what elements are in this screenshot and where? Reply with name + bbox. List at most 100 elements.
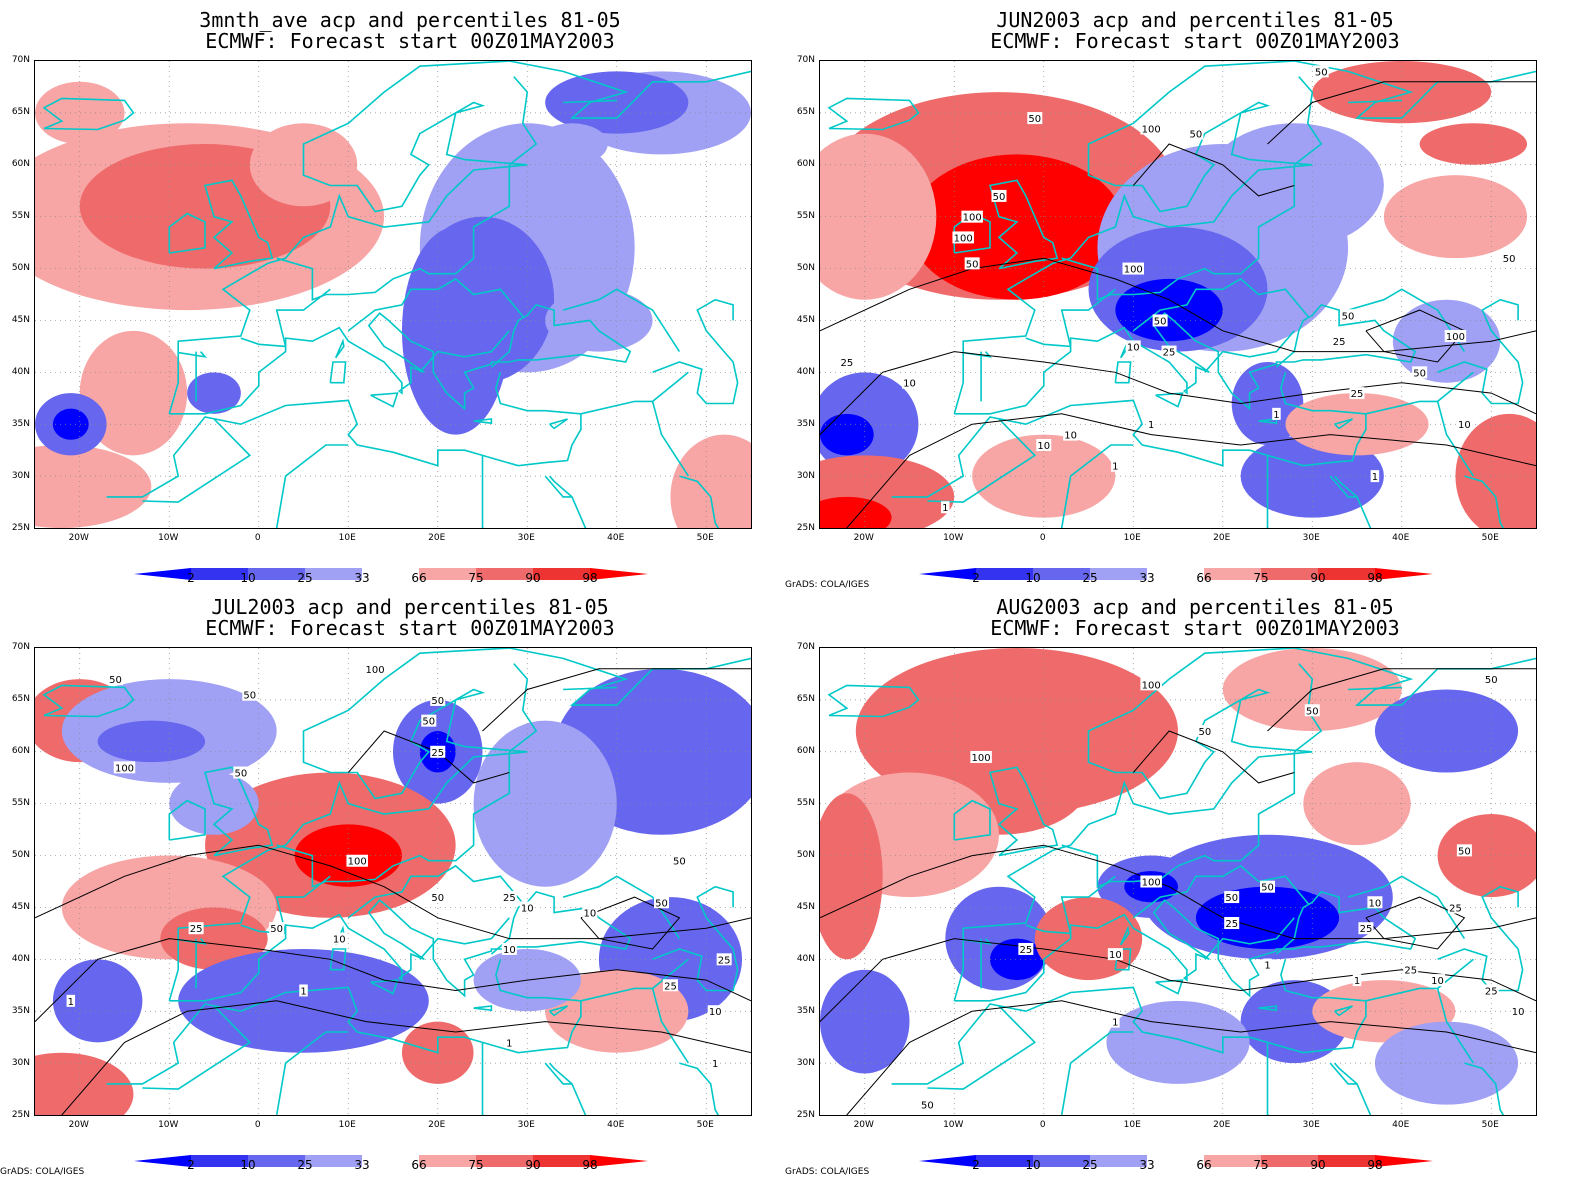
coastline — [481, 455, 485, 528]
contour-label: 1 — [300, 986, 306, 997]
latitude-tick-label: 55N — [11, 798, 30, 808]
contour-label: 1 — [1112, 1018, 1118, 1029]
latitude-tick-label: 35N — [796, 1006, 815, 1016]
longitude-tick-label: 20W — [853, 1120, 874, 1130]
coastline — [347, 277, 525, 332]
coastline — [334, 338, 345, 359]
longitude-tick-label: 10E — [1123, 533, 1141, 543]
contour-label-bg — [1125, 340, 1141, 353]
map-panel-jun2003: JUN2003 acp and percentiles 81-05 ECMWF:… — [785, 0, 1545, 590]
contour-label-bg — [839, 355, 855, 368]
coastline — [548, 475, 573, 498]
contour-label-bg — [1501, 252, 1517, 265]
colorbar-segment — [1318, 1155, 1375, 1167]
contour-label: 25 — [1404, 966, 1417, 977]
longitude-tick-label: 20W — [68, 533, 89, 543]
contour-label-bg — [952, 231, 974, 244]
contour-label: 100 — [972, 753, 991, 764]
contour-label-bg — [662, 979, 678, 992]
colorbar-label: 2 — [972, 571, 980, 585]
credit-text: GrADS: COLA/IGES — [0, 1167, 85, 1177]
contour-label: 1 — [1273, 410, 1279, 421]
longitude-tick-label: 50E — [696, 533, 714, 543]
coastline — [1025, 924, 1071, 935]
contour-label: 50 — [1503, 254, 1516, 265]
contour-label-bg — [1140, 122, 1162, 135]
colorbar-label: 98 — [1367, 571, 1383, 585]
percentile-contour — [35, 844, 751, 940]
colorbar-segment — [476, 1155, 533, 1167]
contour-label: 50 — [234, 769, 247, 780]
colorbar-segment — [248, 568, 305, 580]
colorbar-label: 98 — [1367, 1158, 1383, 1172]
contour-label-bg — [1197, 725, 1213, 738]
colorbar-segment — [976, 1155, 1033, 1167]
contour-label-bg — [1018, 942, 1034, 955]
coastline — [1348, 99, 1402, 104]
colorbar-segment — [191, 1155, 248, 1167]
contour-label: 10 — [709, 1007, 722, 1018]
contour-label-bg — [1161, 345, 1177, 358]
coastline — [106, 372, 582, 498]
colorbar-segment — [191, 568, 248, 580]
contour-label: 1 — [1112, 462, 1118, 473]
coastline — [988, 179, 1059, 270]
percentile-contour — [1267, 81, 1536, 145]
contour-label-bg — [1188, 127, 1204, 140]
contour-label: 25 — [718, 955, 731, 966]
contour-label-bg — [1510, 1005, 1526, 1018]
contour-label-bg — [108, 673, 124, 686]
coastline — [1436, 988, 1475, 1064]
colorbar-label: 2 — [972, 1158, 980, 1172]
title-line-1: JUN2003 acp and percentiles 81-05 — [996, 8, 1394, 32]
colorbar-segment — [1147, 568, 1204, 580]
coastline — [891, 959, 1367, 1085]
anomaly-region — [545, 289, 653, 352]
longitude-tick-label: 10E — [338, 1120, 356, 1130]
longitude-tick-label: 20E — [1213, 533, 1231, 543]
percentile-contour — [35, 938, 751, 1022]
anomaly-region — [1437, 814, 1536, 898]
contour-label-bg — [964, 257, 980, 270]
panel-title: JUL2003 acp and percentiles 81-05 ECMWF:… — [0, 597, 820, 639]
contour-label-bg — [1367, 896, 1383, 909]
latitude-tick-label: 50N — [11, 263, 30, 273]
colorbar-label: 33 — [1139, 571, 1155, 585]
coastline — [679, 1062, 720, 1115]
contour-label: 25 — [1449, 903, 1462, 914]
contour-label-bg — [1224, 891, 1240, 904]
colorbar-segment — [1375, 568, 1433, 580]
coastline — [275, 875, 331, 934]
contour-label-bg — [1483, 673, 1499, 686]
colorbar-label: 75 — [468, 1158, 484, 1172]
colorbar-label: 90 — [525, 571, 541, 585]
panel-title: JUN2003 acp and percentiles 81-05 ECMWF:… — [785, 10, 1596, 52]
latitude-tick-label: 55N — [11, 211, 30, 221]
colorbar-segment — [248, 1155, 305, 1167]
coastline — [1365, 371, 1474, 415]
contour-label-bg — [961, 210, 983, 223]
coastline — [1204, 917, 1295, 960]
longitude-tick-label: 40E — [607, 533, 625, 543]
contour-label-bg — [299, 984, 308, 997]
longitude-tick-label: 30E — [1302, 1120, 1320, 1130]
coastline — [275, 444, 349, 528]
map-svg: 50 100 50 50 100 50 100 50 25 50 25 10 25 25 10 1 10 50 25… — [820, 648, 1536, 1115]
contour-label-bg — [582, 906, 598, 919]
colorbar-label: 10 — [1025, 1158, 1041, 1172]
contour-label-bg — [1263, 958, 1272, 971]
contour-label: 50 — [673, 857, 686, 868]
colorbar-segment — [1261, 1155, 1318, 1167]
longitude-tick-label: 20E — [428, 533, 446, 543]
coastline — [544, 475, 587, 528]
contour-label-bg — [1140, 678, 1162, 691]
coastline — [473, 1005, 493, 1012]
coastline — [1114, 361, 1132, 384]
longitude-tick-label: 10W — [943, 1120, 964, 1130]
coastline — [106, 959, 582, 1085]
longitude-tick-label: 50E — [1481, 533, 1499, 543]
contour-label: 1 — [68, 997, 74, 1008]
coastline — [988, 766, 1059, 857]
contour-label: 100 — [1142, 124, 1161, 135]
map-panel-jul2003: JUL2003 acp and percentiles 81-05 ECMWF:… — [0, 587, 760, 1177]
